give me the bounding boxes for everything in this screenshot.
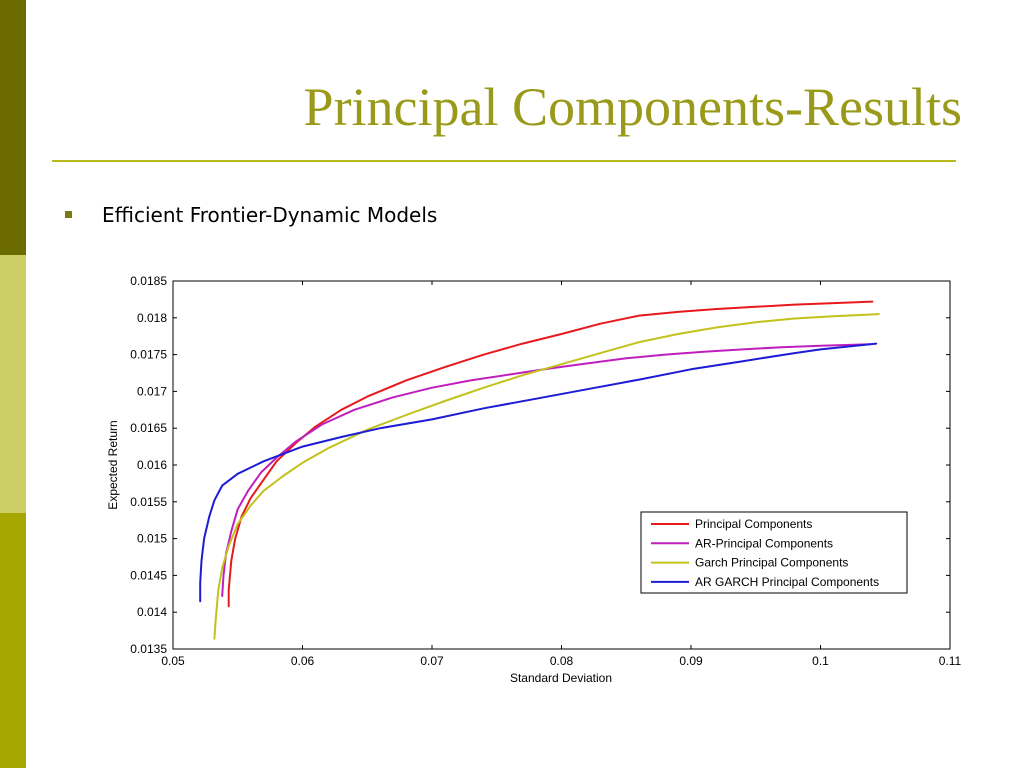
y-tick-label: 0.0185 [130, 274, 167, 288]
x-axis-ticks: 0.05 0.06 0.07 0.08 0.09 0.1 0.11 [161, 281, 962, 668]
legend-label-4: AR GARCH Principal Components [695, 575, 879, 589]
x-tick-label: 0.05 [161, 654, 185, 668]
title-divider [52, 160, 956, 162]
series-line-2 [221, 343, 871, 597]
y-axis-label: Expected Return [106, 420, 120, 509]
legend-label-1: Principal Components [695, 517, 812, 531]
y-tick-label: 0.0165 [130, 421, 167, 435]
x-tick-label: 0.07 [420, 654, 444, 668]
legend-box [640, 511, 908, 594]
legend: Principal Components AR-Principal Compone… [640, 511, 908, 594]
x-axis-label: Standard Deviation [510, 671, 612, 685]
bullet-text: Efficient Frontier-Dynamic Models [102, 203, 438, 227]
legend-label-2: AR-Principal Components [695, 536, 833, 550]
y-tick-label: 0.0155 [130, 495, 167, 509]
y-tick-label: 0.0145 [130, 568, 167, 582]
sidebar-band-bottom [0, 513, 26, 768]
x-tick-label: 0.11 [939, 654, 962, 668]
sidebar-band-middle [0, 255, 26, 513]
series-line-1 [227, 300, 874, 608]
x-tick-label: 0.08 [550, 654, 574, 668]
series-lines [199, 300, 880, 640]
series-line-3 [213, 313, 880, 640]
y-tick-label: 0.016 [137, 458, 167, 472]
slide-title: Principal Components-Results [303, 77, 962, 137]
y-tick-label: 0.0135 [130, 642, 167, 656]
plot-area [172, 280, 951, 650]
y-axis-ticks: 0.0135 0.014 0.0145 0.015 0.0155 0.016 0.0165 0… [130, 274, 950, 656]
x-tick-label: 0.06 [291, 654, 315, 668]
series-line-4 [199, 342, 878, 603]
y-tick-label: 0.015 [137, 532, 167, 546]
efficient-frontier-chart: 0.05 0.06 0.07 0.08 0.09 0.1 0.11 0.01350.0140… [106, 274, 962, 685]
y-tick-label: 0.014 [137, 605, 167, 619]
legend-label-3: Garch Principal Components [695, 556, 848, 570]
y-tick-label: 0.017 [137, 384, 167, 398]
y-tick-label: 0.0175 [130, 348, 167, 362]
x-tick-label: 0.09 [679, 654, 703, 668]
x-tick-label: 0.1 [812, 654, 829, 668]
y-tick-label: 0.018 [137, 311, 167, 325]
sidebar-band-top [0, 0, 26, 255]
bullet-square-icon [65, 211, 72, 218]
